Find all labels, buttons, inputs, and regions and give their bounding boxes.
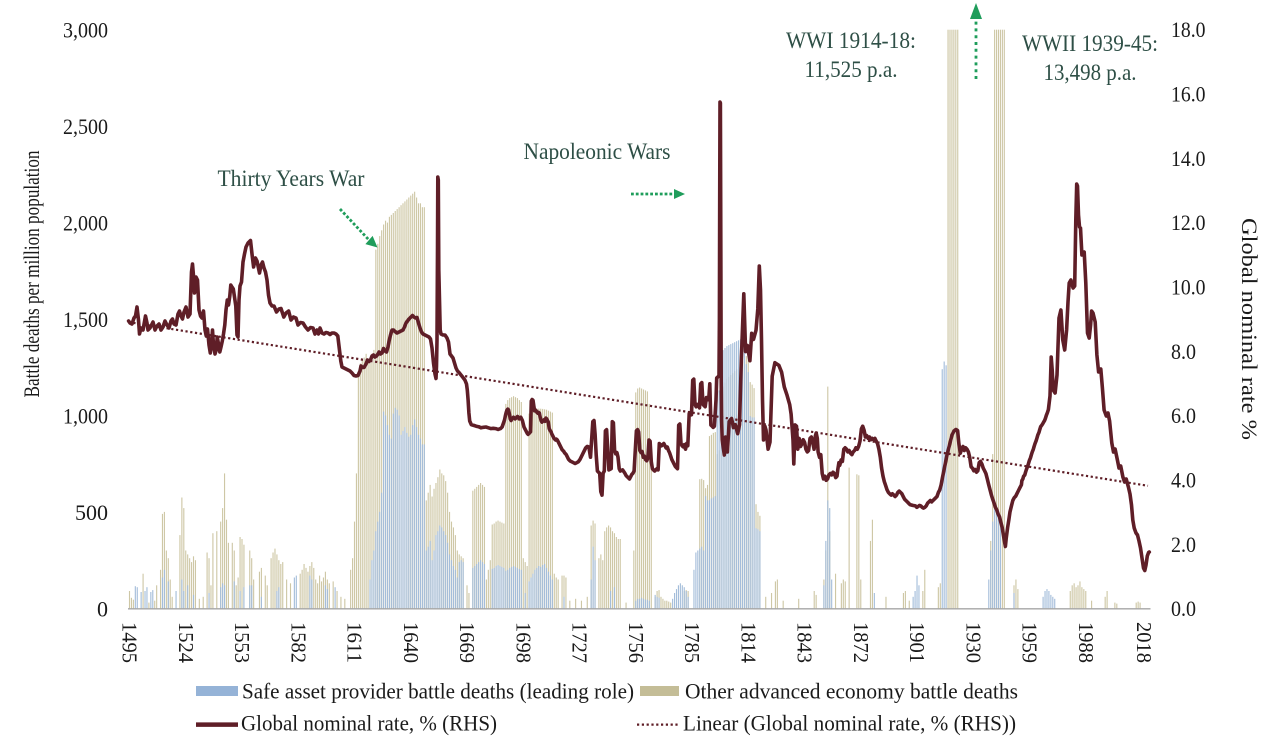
svg-text:11,525 p.a.: 11,525 p.a. bbox=[805, 57, 898, 82]
svg-text:Napoleonic Wars: Napoleonic Wars bbox=[524, 139, 671, 164]
svg-text:1959: 1959 bbox=[1018, 622, 1042, 663]
svg-text:1582: 1582 bbox=[286, 622, 310, 663]
svg-text:12.0: 12.0 bbox=[1171, 210, 1206, 235]
svg-text:1,000: 1,000 bbox=[63, 404, 108, 429]
svg-text:1,500: 1,500 bbox=[63, 307, 108, 332]
svg-text:1611: 1611 bbox=[343, 622, 367, 663]
svg-text:1843: 1843 bbox=[793, 622, 817, 663]
svg-text:Thirty Years War: Thirty Years War bbox=[218, 166, 365, 191]
svg-text:1756: 1756 bbox=[624, 622, 648, 663]
svg-text:2.0: 2.0 bbox=[1171, 532, 1196, 557]
svg-text:1872: 1872 bbox=[849, 622, 873, 663]
svg-text:6.0: 6.0 bbox=[1171, 403, 1196, 428]
svg-text:2018: 2018 bbox=[1132, 622, 1156, 663]
svg-text:500: 500 bbox=[75, 500, 108, 525]
svg-text:Linear (Global nominal rate, %: Linear (Global nominal rate, % (RHS)) bbox=[683, 711, 1016, 736]
svg-text:13,498 p.a.: 13,498 p.a. bbox=[1044, 60, 1137, 85]
svg-text:14.0: 14.0 bbox=[1171, 146, 1206, 171]
svg-text:1988: 1988 bbox=[1074, 622, 1098, 663]
svg-text:0.0: 0.0 bbox=[1171, 596, 1196, 621]
svg-text:3,000: 3,000 bbox=[63, 18, 108, 43]
svg-text:1785: 1785 bbox=[680, 622, 704, 663]
svg-text:1901: 1901 bbox=[905, 622, 929, 663]
svg-text:1930: 1930 bbox=[961, 622, 985, 663]
svg-text:18.0: 18.0 bbox=[1171, 17, 1206, 42]
svg-text:8.0: 8.0 bbox=[1171, 339, 1196, 364]
svg-text:Battle deaths per million popu: Battle deaths per million population bbox=[19, 151, 44, 398]
svg-text:2,000: 2,000 bbox=[63, 211, 108, 236]
svg-text:0: 0 bbox=[97, 596, 108, 621]
svg-text:2,500: 2,500 bbox=[63, 114, 108, 139]
svg-text:16.0: 16.0 bbox=[1171, 82, 1206, 107]
svg-text:10.0: 10.0 bbox=[1171, 275, 1206, 300]
svg-text:1495: 1495 bbox=[118, 622, 142, 663]
svg-text:Safe asset provider battle dea: Safe asset provider battle deaths (leadi… bbox=[242, 679, 634, 704]
svg-text:1669: 1669 bbox=[455, 622, 479, 663]
svg-text:1640: 1640 bbox=[399, 622, 423, 663]
svg-text:Other advanced economy battle: Other advanced economy battle deaths bbox=[685, 679, 1018, 704]
svg-text:Global nominal rate, % (RHS): Global nominal rate, % (RHS) bbox=[241, 711, 497, 736]
svg-text:1727: 1727 bbox=[568, 622, 592, 663]
svg-text:Global nominal rate %: Global nominal rate % bbox=[1237, 218, 1262, 440]
svg-text:1814: 1814 bbox=[736, 622, 760, 663]
svg-text:WWI 1914-18:: WWI 1914-18: bbox=[786, 28, 916, 53]
svg-text:WWII 1939-45:: WWII 1939-45: bbox=[1022, 31, 1158, 56]
svg-text:1553: 1553 bbox=[230, 622, 254, 663]
svg-text:4.0: 4.0 bbox=[1171, 468, 1196, 493]
svg-text:1698: 1698 bbox=[511, 622, 535, 663]
svg-text:1524: 1524 bbox=[174, 622, 198, 663]
